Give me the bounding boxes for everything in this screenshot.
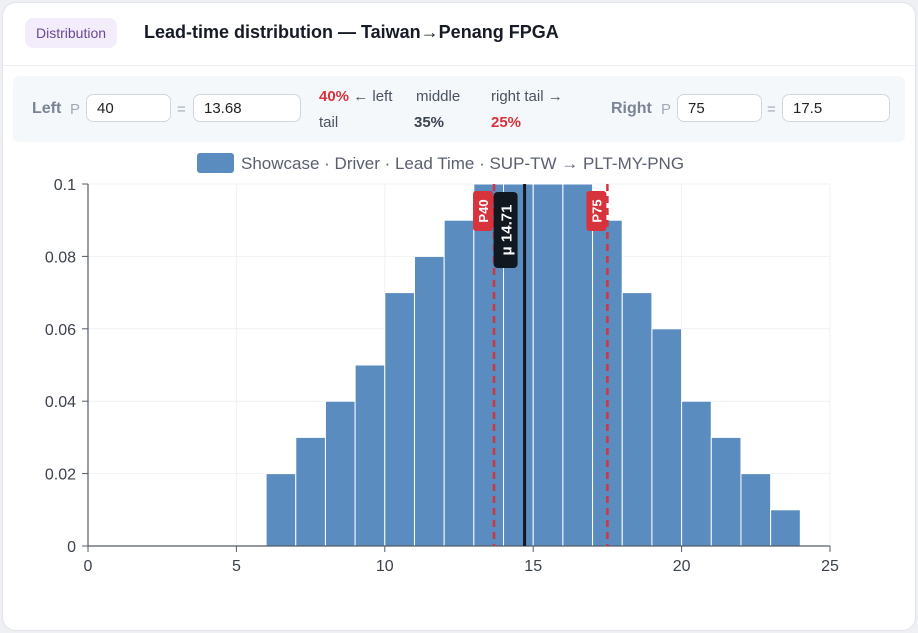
percentile-marker-badge — [473, 191, 494, 231]
left-label: Left — [32, 100, 62, 117]
x-tick-label: 25 — [821, 558, 839, 575]
left-p-prefix: P — [70, 101, 81, 118]
percentile-marker-label: P40 — [476, 199, 491, 222]
histogram-bar[interactable] — [265, 473, 297, 547]
x-tick-label: 0 — [84, 558, 93, 575]
percentile-controls: Left P = 40% ← left tail middle 35% righ… — [13, 76, 905, 142]
card-header: Distribution Lead-time distribution — Ta… — [3, 3, 915, 66]
histogram-bar[interactable] — [621, 292, 653, 547]
left-percentile-input[interactable] — [86, 94, 171, 122]
left-value-input[interactable] — [193, 94, 301, 122]
histogram-bar[interactable] — [443, 219, 475, 547]
left-tail-summary: 40% ← left — [319, 88, 392, 105]
mean-label: μ 14.71 — [499, 205, 516, 256]
right-percentile-input[interactable] — [677, 94, 762, 122]
axes: 0 0.02 0.04 0.06 0.08 0.1 0 5 10 15 20 25 — [45, 177, 839, 575]
page-title: Lead-time distribution — Taiwan→Penang F… — [144, 22, 559, 42]
percentile-marker-badge — [586, 191, 607, 231]
histogram-bar[interactable] — [770, 509, 801, 547]
percentile-marker-label: P75 — [589, 199, 604, 222]
right-p-prefix: P — [661, 101, 672, 118]
y-tick-label: 0.04 — [45, 394, 76, 411]
histogram-bar[interactable] — [562, 183, 594, 547]
right-tail-pct: 25% — [491, 114, 522, 131]
y-tick-label: 0.1 — [54, 177, 76, 194]
y-tick-label: 0.02 — [45, 467, 76, 484]
legend-swatch[interactable] — [197, 153, 234, 173]
histogram-bar[interactable] — [710, 436, 742, 547]
middle-pct: 35% — [414, 114, 445, 131]
y-tick-label: 0.08 — [45, 249, 76, 266]
left-tail-label-cont: tail — [319, 114, 339, 131]
histogram-bar[interactable] — [295, 436, 326, 547]
histogram-bar[interactable] — [681, 400, 712, 547]
left-tail-label: ← left — [353, 88, 393, 105]
distribution-badge: Distribution — [25, 18, 118, 48]
histogram-bar[interactable] — [532, 183, 564, 547]
right-value-input[interactable] — [782, 94, 890, 122]
middle-label: middle — [416, 88, 461, 105]
histogram-bar[interactable] — [354, 364, 386, 547]
mean-badge — [493, 192, 518, 268]
left-equals: = — [177, 101, 186, 118]
right-tail-label: right tail → — [491, 88, 563, 105]
histogram-bar[interactable] — [651, 328, 683, 547]
markers: P40 P75 μ 14.71 — [473, 184, 609, 546]
histogram-bar[interactable] — [324, 400, 356, 547]
histogram-bar[interactable] — [384, 292, 415, 547]
y-tick-label: 0.06 — [45, 322, 76, 339]
y-tick-label: 0 — [67, 539, 76, 556]
left-tail-pct: 40% — [319, 88, 350, 105]
histogram-bar[interactable] — [413, 255, 445, 547]
legend-label[interactable]: Showcase · Driver · Lead Time · SUP-TW →… — [241, 154, 684, 173]
x-tick-label: 10 — [376, 558, 394, 575]
x-tick-label: 5 — [232, 558, 241, 575]
bars — [265, 183, 801, 547]
x-tick-label: 20 — [673, 558, 691, 575]
x-tick-label: 15 — [524, 558, 542, 575]
histogram-bar[interactable] — [740, 473, 772, 547]
legend[interactable]: Showcase · Driver · Lead Time · SUP-TW →… — [197, 153, 684, 173]
right-label: Right — [611, 100, 652, 117]
right-equals: = — [767, 101, 776, 118]
